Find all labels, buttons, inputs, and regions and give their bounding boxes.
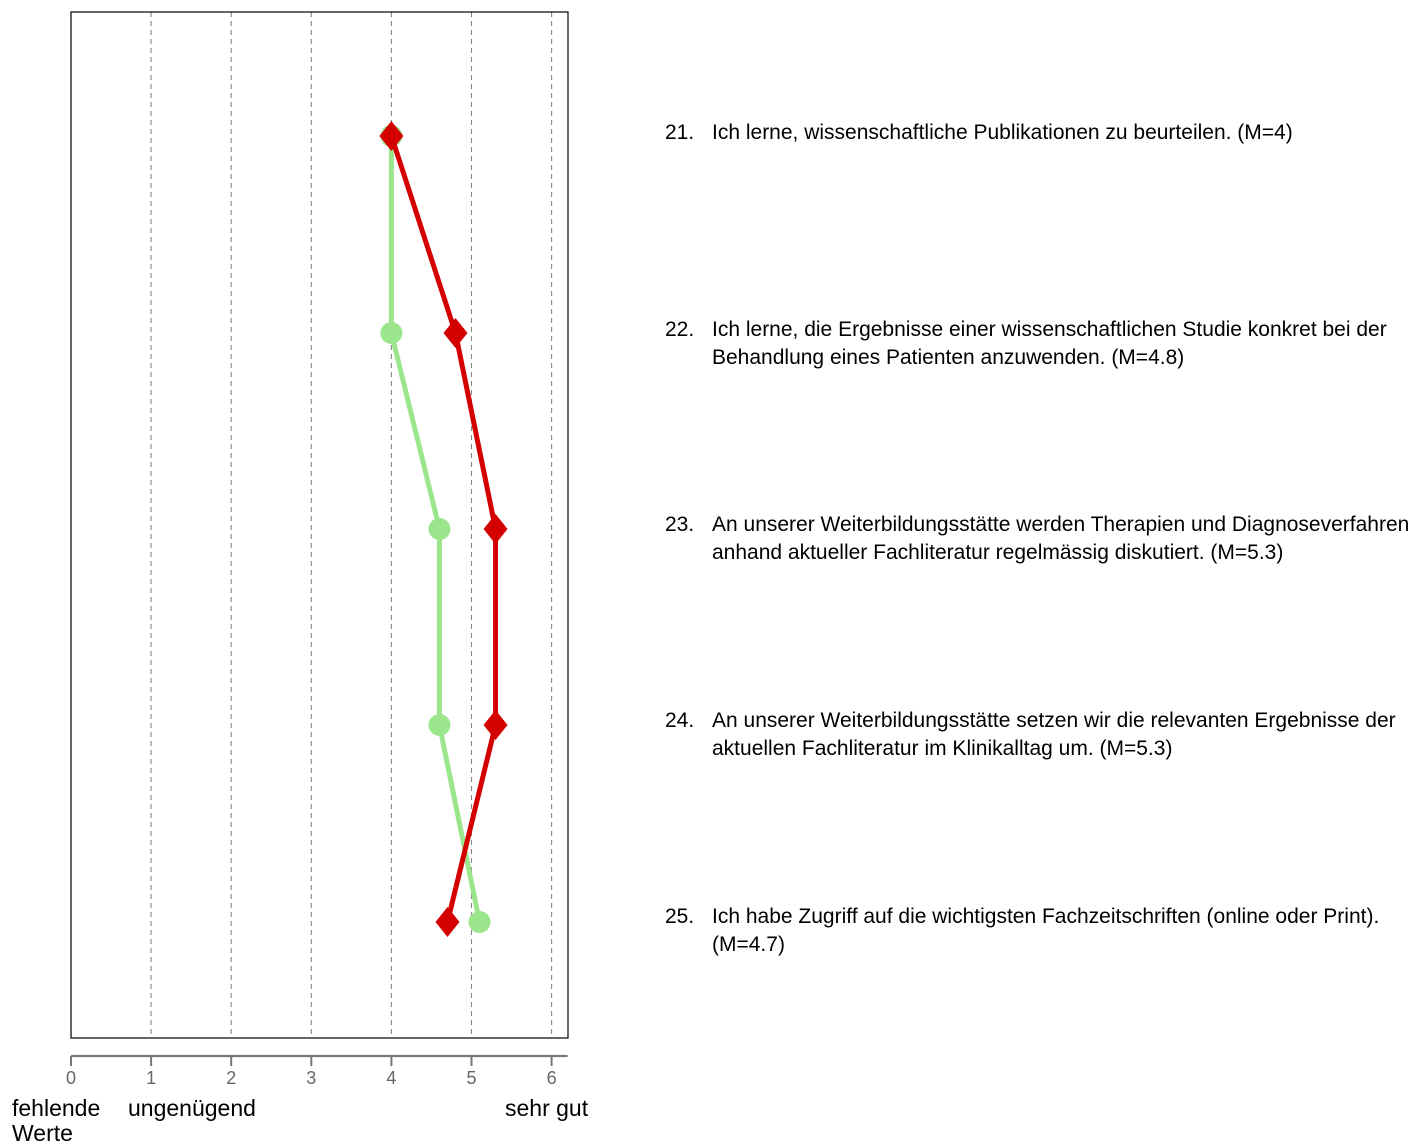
data-point-diamond xyxy=(379,121,404,151)
x-tick-label: 1 xyxy=(146,1068,156,1088)
item-number: 21. xyxy=(665,121,695,144)
x-tick-label: 5 xyxy=(466,1068,476,1088)
x-tick-label: 2 xyxy=(226,1068,236,1088)
scale-label-missing: fehlende Werte xyxy=(12,1095,101,1146)
data-point-diamond xyxy=(483,710,508,740)
item-text: An unserer Weiterbildungsstätte werden T… xyxy=(712,513,1410,564)
item-24: 24. An unserer Weiterbildungsstätte setz… xyxy=(665,707,1410,763)
x-tick-label: 6 xyxy=(547,1068,557,1088)
item-text: An unserer Weiterbildungsstätte setzen w… xyxy=(712,709,1396,760)
data-point-circle xyxy=(380,322,403,344)
chart: 0 1 2 3 4 5 6 xyxy=(66,11,569,1088)
item-number: 24. xyxy=(665,709,695,732)
data-point-circle xyxy=(428,714,451,736)
data-point-diamond xyxy=(483,514,508,544)
item-text: Ich habe Zugriff auf die wichtigsten Fac… xyxy=(712,905,1380,956)
data-point-diamond xyxy=(435,907,460,937)
item-number: 25. xyxy=(665,905,695,928)
scale-label-low: ungenügend xyxy=(128,1095,256,1121)
item-22: 22. Ich lerne, die Ergebnisse einer wiss… xyxy=(665,316,1410,372)
x-axis: 0 1 2 3 4 5 6 xyxy=(66,1054,568,1088)
item-text: Ich lerne, die Ergebnisse einer wissensc… xyxy=(712,318,1387,369)
scale-label-high: sehr gut xyxy=(505,1095,589,1121)
item-23: 23. An unserer Weiterbildungsstätte werd… xyxy=(665,511,1410,567)
data-point-diamond xyxy=(443,318,468,348)
series-layer xyxy=(379,121,508,937)
data-point-circle xyxy=(468,911,491,933)
x-tick-label: 0 xyxy=(66,1068,76,1088)
item-number: 23. xyxy=(665,513,695,536)
item-25: 25. Ich habe Zugriff auf die wichtigsten… xyxy=(665,903,1410,959)
item-number: 22. xyxy=(665,318,695,341)
x-tick-label: 3 xyxy=(306,1068,316,1088)
item-text: Ich lerne, wissenschaftliche Publikation… xyxy=(712,121,1293,144)
series-diamond xyxy=(379,121,508,937)
x-tick-label: 4 xyxy=(386,1068,396,1088)
item-21: 21. Ich lerne, wissenschaftliche Publika… xyxy=(665,119,1410,147)
plot-frame xyxy=(70,11,569,1039)
data-point-circle xyxy=(428,518,451,540)
